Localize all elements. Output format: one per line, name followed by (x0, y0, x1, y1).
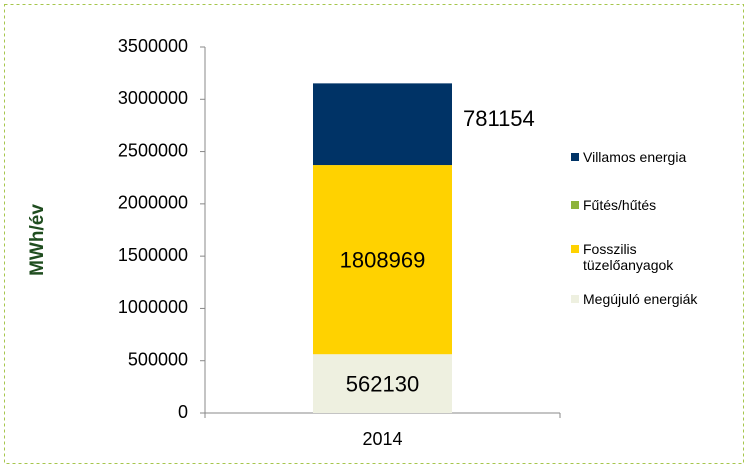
y-tick-label: 2500000 (118, 140, 188, 160)
y-axis-label: MWh/év (27, 204, 48, 276)
legend-label: Megújuló energiák (583, 291, 698, 307)
legend-label: Fűtés/hűtés (583, 197, 657, 213)
bar-segment (313, 354, 452, 413)
legend-swatch (571, 295, 579, 303)
legend-item: Megújuló energiák (571, 291, 721, 307)
legend-item: Fosszilis tüzelőanyagok (571, 241, 721, 273)
legend-swatch (571, 153, 579, 161)
y-tick-label: 2000000 (118, 193, 188, 213)
data-label: 1808969 (340, 247, 426, 272)
legend-item: Villamos energia (571, 149, 721, 165)
y-tick-label: 500000 (128, 349, 188, 369)
legend-label: Fosszilis tüzelőanyagok (583, 241, 674, 273)
bar-segment (313, 83, 452, 166)
y-tick-label: 1000000 (118, 297, 188, 317)
y-tick-label: 1500000 (118, 245, 188, 265)
y-tick-label: 3500000 (118, 36, 188, 56)
data-label: 562130 (346, 371, 419, 396)
x-tick-label: 2014 (362, 429, 402, 449)
data-label: 781154 (463, 106, 535, 131)
legend-item: Fűtés/hűtés (571, 197, 721, 213)
legend-swatch (571, 245, 579, 253)
frame (4, 4, 744, 464)
legend-swatch (571, 201, 579, 209)
y-tick-label: 3000000 (118, 88, 188, 108)
y-tick-label: 0 (178, 402, 188, 422)
bar-segment (313, 165, 452, 355)
legend-label: Villamos energia (583, 149, 687, 165)
